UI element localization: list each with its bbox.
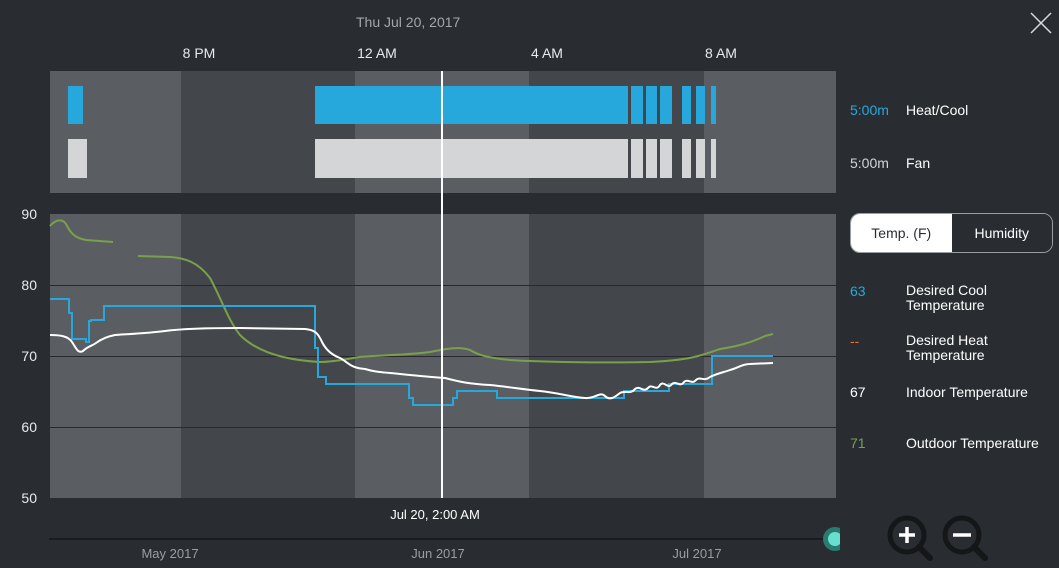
time-tick-12am: 12 AM <box>357 45 397 61</box>
close-icon[interactable] <box>1030 12 1052 34</box>
heat-cool-runtime-value: 5:00m <box>850 102 889 118</box>
date-title: Thu Jul 20, 2017 <box>356 14 461 30</box>
desired-cool-label-line2: Temperature <box>906 297 985 313</box>
y-tick-50: 50 <box>21 490 37 506</box>
desired-cool-value: 63 <box>850 283 866 299</box>
chart-canvas[interactable] <box>0 0 840 568</box>
fan-runtime-bars <box>68 139 716 178</box>
temp-humidity-toggle[interactable]: Temp. (F) Humidity <box>850 213 1053 253</box>
desired-heat-label-line2: Temperature <box>906 347 985 363</box>
time-tick-4am: 4 AM <box>531 45 563 61</box>
desired-cool-label-line1: Desired Cool <box>906 282 987 298</box>
desired-heat-label-line1: Desired Heat <box>906 332 988 348</box>
timeline-handle[interactable] <box>823 527 840 551</box>
y-tick-70: 70 <box>21 348 37 364</box>
desired-cool-temperature-line <box>50 298 773 406</box>
indoor-temp-label: Indoor Temperature <box>906 384 1028 400</box>
heat-cool-runtime-bars <box>68 86 716 124</box>
time-tick-8pm: 8 PM <box>182 45 216 61</box>
outdoor-temp-label: Outdoor Temperature <box>906 435 1039 451</box>
indoor-temp-value: 67 <box>850 384 866 400</box>
month-label-may: May 2017 <box>141 546 199 561</box>
y-tick-60: 60 <box>21 419 37 435</box>
y-tick-90: 90 <box>21 206 37 222</box>
outdoor-temp-value: 71 <box>850 435 866 451</box>
indoor-temperature-line <box>49 326 774 400</box>
month-label-jul: Jul 2017 <box>672 546 722 561</box>
fan-runtime-value: 5:00m <box>850 155 889 171</box>
desired-cool-label: Desired Cool Temperature <box>906 283 987 313</box>
desired-heat-label: Desired Heat Temperature <box>906 333 988 363</box>
toggle-temp-f[interactable]: Temp. (F) <box>851 214 952 252</box>
y-tick-80: 80 <box>21 277 37 293</box>
time-tick-8am: 8 AM <box>705 45 737 61</box>
heat-cool-runtime-label: Heat/Cool <box>906 102 969 118</box>
month-label-jun: Jun 2017 <box>411 546 465 561</box>
fan-runtime-label: Fan <box>906 155 931 171</box>
zoom-in-icon[interactable] <box>886 514 934 562</box>
toggle-humidity[interactable]: Humidity <box>951 214 1052 252</box>
desired-heat-value: -- <box>850 333 860 349</box>
cursor-label: Jul 20, 2:00 AM <box>390 507 480 522</box>
outdoor-temperature-line <box>49 219 774 364</box>
zoom-out-icon[interactable] <box>941 514 989 562</box>
